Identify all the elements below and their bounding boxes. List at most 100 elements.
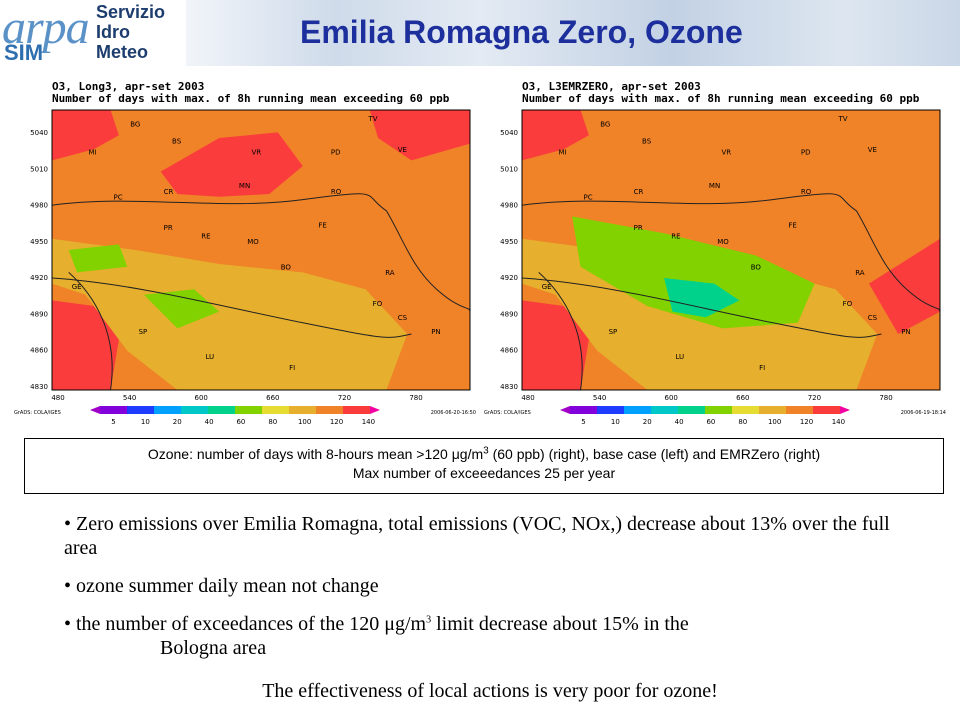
tyrrhenian-coastline <box>538 272 583 391</box>
legend-swatch <box>624 406 651 414</box>
legend-swatch <box>289 406 316 414</box>
legend-swatch <box>732 406 759 414</box>
city-label: RO <box>801 188 812 196</box>
y-tick-label: 4890 <box>30 310 48 318</box>
field-red-sw-sea <box>522 300 589 390</box>
field-red-north <box>630 132 773 197</box>
y-tick-label: 5010 <box>500 165 518 173</box>
legend-swatch <box>597 406 624 414</box>
x-tick-label: 480 <box>51 394 64 402</box>
bullet-3-pre: • the number of exceedances of the 120 <box>64 613 385 635</box>
legend-label: 120 <box>800 418 813 426</box>
city-label: PN <box>431 328 440 336</box>
legend-swatch <box>316 406 343 414</box>
x-tick-label: 600 <box>195 394 208 402</box>
legend-swatch <box>678 406 705 414</box>
map-title-line-2: Number of days with max. of 8h running m… <box>522 92 920 105</box>
po-river-line <box>521 193 857 212</box>
y-tick-label: 5010 <box>30 165 48 173</box>
y-tick-label: 4890 <box>500 310 518 318</box>
city-label: CR <box>164 188 174 196</box>
field-green-south <box>143 289 220 329</box>
map-title-line-1: O3, Long3, apr-set 2003 <box>52 80 205 93</box>
legend-label: 140 <box>832 418 845 426</box>
caption-line-1-post: (60 ppb) (right), base case (left) and E… <box>488 446 821 462</box>
y-tick-label: 5040 <box>500 129 518 137</box>
x-tick-label: 720 <box>808 394 821 402</box>
legend-swatch <box>343 406 370 414</box>
region-border-line <box>521 277 882 338</box>
city-label: LU <box>205 353 214 361</box>
y-tick-label: 4980 <box>500 202 518 210</box>
logo-service-text: Servizio Idro Meteo <box>96 2 165 62</box>
x-tick-label: 540 <box>123 394 136 402</box>
map-field <box>51 110 471 391</box>
y-tick-label: 4920 <box>30 274 48 282</box>
city-label: RA <box>855 269 865 277</box>
caption-line-1: Ozone: number of days with 8-hours mean … <box>25 445 943 464</box>
y-tick-label: 4920 <box>500 274 518 282</box>
legend-label: 40 <box>205 418 214 426</box>
legend-label: 100 <box>768 418 781 426</box>
legend-swatch <box>208 406 235 414</box>
adriatic-coastline <box>385 210 471 312</box>
map-timestamp: 2006-06-20-16:50 <box>431 410 476 416</box>
legend-swatch <box>127 406 154 414</box>
legend-label: 5 <box>111 418 115 426</box>
caption-line-2: Max number of exceeedances 25 per year <box>352 465 616 481</box>
city-label: RE <box>201 233 210 241</box>
field-red-ne <box>839 110 940 161</box>
legend-swatch <box>100 406 127 414</box>
city-label: BG <box>130 121 140 129</box>
po-river-line <box>51 193 387 212</box>
city-label: GE <box>542 283 552 291</box>
bullet-3-sup: 3 <box>426 614 432 626</box>
legend-label: 100 <box>298 418 311 426</box>
legend-label: 60 <box>236 418 245 426</box>
x-tick-label: 660 <box>266 394 279 402</box>
city-label: CR <box>634 188 644 196</box>
plot-frame <box>51 109 471 391</box>
grads-credit: GrADS: COLA/IGES <box>14 410 61 416</box>
bullet-2: • ozone summer daily mean not change <box>64 575 379 597</box>
legend-label: 120 <box>330 418 343 426</box>
city-label: TV <box>368 115 378 123</box>
arpa-logo: arpa SIM Servizio Idro Meteo <box>0 0 186 66</box>
caption-line-1-pre: Ozone: number of days with 8-hours mean … <box>147 446 484 462</box>
y-tick-label: 4830 <box>30 383 48 391</box>
city-label: VE <box>868 146 877 154</box>
legend-label: 20 <box>643 418 652 426</box>
field-red-sw-sea <box>52 300 119 390</box>
city-label: CS <box>868 314 878 322</box>
legend-label: 140 <box>362 418 375 426</box>
field-red-adriatic <box>868 238 940 334</box>
field-red-north <box>160 132 303 197</box>
legend-swatch <box>181 406 208 414</box>
city-label: FO <box>373 300 383 308</box>
ozone-map-base-case: O3, Long3, apr-set 2003 Number of days w… <box>12 78 480 430</box>
map-timestamp: 2006-06-19-18:14 <box>901 410 946 416</box>
legend-swatch <box>262 406 289 414</box>
field-red-nw <box>52 110 119 161</box>
map-field <box>521 110 941 391</box>
legend-label: 40 <box>675 418 684 426</box>
city-label: RO <box>331 188 342 196</box>
city-label: LU <box>675 353 684 361</box>
city-label: FE <box>788 221 796 229</box>
city-label: MI <box>558 149 566 157</box>
y-tick-label: 5040 <box>30 129 48 137</box>
field-green-apennines <box>572 216 815 329</box>
city-label: TV <box>838 115 848 123</box>
figure-caption: Ozone: number of days with 8-hours mean … <box>24 438 944 494</box>
plot-frame <box>521 109 941 391</box>
city-label: RA <box>385 269 395 277</box>
field-red-adriatic <box>398 238 470 334</box>
region-border-line <box>51 277 412 338</box>
legend-arrow-left <box>90 406 100 414</box>
map-title-line-1: O3, L3EMRZERO, apr-set 2003 <box>522 80 701 93</box>
legend-label: 60 <box>706 418 715 426</box>
city-label: PD <box>331 149 341 157</box>
bullet-3-unit: g/m <box>394 613 427 635</box>
legend-label: 80 <box>268 418 277 426</box>
legend-swatch <box>235 406 262 414</box>
